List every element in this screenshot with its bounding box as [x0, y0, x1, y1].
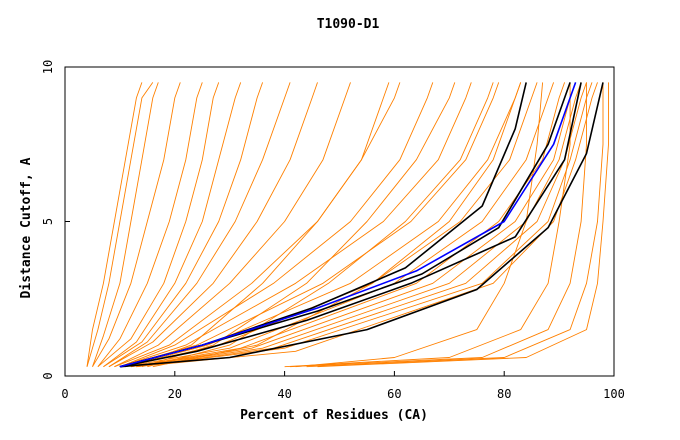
series-line-models-3 — [92, 82, 181, 367]
x-tick-label-40: 40 — [277, 387, 291, 401]
series-line-models-13 — [119, 82, 472, 368]
series-line-models-4 — [97, 82, 203, 367]
y-tick-label-5: 5 — [41, 218, 55, 225]
x-tick-label-80: 80 — [497, 387, 511, 401]
chart-title: T1090-D1 — [317, 17, 380, 32]
series-line-models-12 — [119, 82, 434, 368]
series-line-models-30 — [290, 82, 587, 368]
series-line-models-8 — [108, 82, 291, 368]
series-line-models-9 — [108, 82, 318, 368]
series-line-models-25 — [147, 82, 494, 368]
series-line-models-21 — [136, 82, 587, 368]
series-line-models-5 — [97, 82, 220, 368]
series-line-models-26 — [141, 82, 456, 368]
series-line-highlight_b-37 — [119, 82, 577, 368]
series-line-models-24 — [152, 82, 522, 368]
series-line-models-6 — [103, 82, 242, 368]
series-line-models-7 — [103, 82, 264, 368]
x-axis-label: Percent of Residues (CA) — [240, 408, 428, 423]
x-tick-label-60: 60 — [387, 387, 401, 401]
series-line-models-20 — [130, 82, 582, 368]
series-line-models-1 — [86, 82, 154, 367]
series-line-models-29 — [284, 82, 571, 368]
y-tick-label-10: 10 — [41, 60, 55, 74]
y-axis-label: Distance Cutoff, A — [19, 157, 34, 298]
series-line-highlight_a-33 — [119, 82, 527, 368]
series-line-models-27 — [130, 82, 401, 368]
x-tick-label-100: 100 — [603, 387, 625, 401]
series-line-models-2 — [92, 82, 159, 367]
series-line-models-10 — [114, 82, 351, 368]
series-line-models-31 — [306, 82, 604, 368]
series-line-models-23 — [136, 82, 598, 368]
x-tick-label-0: 0 — [61, 387, 68, 401]
series-line-models-17 — [125, 82, 555, 368]
x-tick-label-20: 20 — [168, 387, 182, 401]
series-line-highlight_a-35 — [119, 82, 582, 368]
series-line-models-0 — [86, 82, 143, 367]
plot-lines — [86, 82, 609, 368]
series-line-models-14 — [119, 82, 500, 368]
series-line-models-28 — [295, 82, 544, 368]
series-line-models-32 — [317, 82, 609, 368]
axis-ticks: 0 20 40 60 80 100 0 5 10 — [41, 60, 625, 401]
y-tick-label-0: 0 — [41, 372, 55, 379]
series-line-highlight_a-36 — [119, 82, 604, 368]
